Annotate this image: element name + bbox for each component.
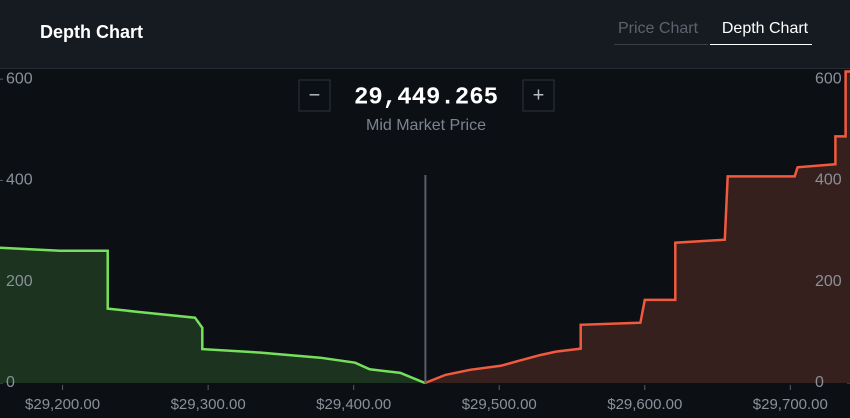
depth-area — [0, 247, 425, 383]
plot: 0 0 200 200 400 400 600 600 $29,200.00 $29,300.00… — [0, 70, 850, 413]
zoom-out-button[interactable] — [298, 79, 331, 112]
tab-active[interactable]: Depth Chart — [722, 20, 809, 37]
x-tick-label: $29,300.00 — [171, 396, 246, 413]
x-tick-label: $29,200.00 — [25, 396, 100, 413]
zoom-out-icon[interactable]: − — [309, 84, 321, 106]
y-tick-label: 200 — [6, 273, 33, 290]
depth-line — [424, 70, 850, 385]
y-tick-label: 400 — [6, 172, 33, 189]
zoom-in-button[interactable] — [522, 79, 555, 112]
mid-price: 29,449.265 — [354, 84, 498, 111]
zoom-in-icon[interactable]: + — [533, 84, 545, 106]
header-title: Depth Chart — [40, 22, 143, 42]
y-tick-label: 400 — [815, 172, 842, 189]
depth-area — [425, 71, 850, 383]
y-tick-label: 0 — [815, 374, 824, 391]
tab[interactable]: Price Chart — [618, 20, 699, 37]
x-tick-label: $29,600.00 — [607, 396, 682, 413]
header-bar — [0, 0, 850, 68]
y-tick-label: 0 — [6, 374, 15, 391]
depth-line — [0, 246, 426, 385]
x-tick-label: $29,700.00 — [753, 396, 828, 413]
mid-price-caption: Mid Market Price — [366, 117, 486, 134]
y-tick-label: 600 — [6, 70, 33, 87]
x-tick-label: $29,500.00 — [462, 396, 537, 413]
y-tick-label: 600 — [815, 70, 842, 87]
x-tick-label: $29,400.00 — [316, 396, 391, 413]
y-tick-label: 200 — [815, 273, 842, 290]
